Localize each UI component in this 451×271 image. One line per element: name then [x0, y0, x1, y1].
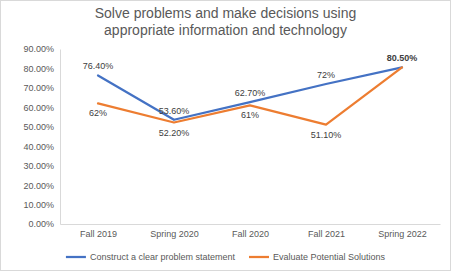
x-axis-line: [61, 224, 441, 225]
x-tick: Fall 2021: [308, 224, 345, 239]
series-line: [98, 67, 402, 119]
x-tick: Fall 2020: [232, 224, 269, 239]
x-tick: Spring 2020: [150, 224, 199, 239]
data-label: 52.20%: [159, 128, 190, 138]
y-tick: 60.00%: [23, 103, 60, 113]
y-tick: 70.00%: [23, 83, 60, 93]
legend-swatch: [249, 256, 269, 258]
x-tick-label: Fall 2019: [80, 229, 117, 239]
legend-label: Evaluate Potential Solutions: [273, 252, 386, 262]
y-tick: 30.00%: [23, 161, 60, 171]
y-tick: 10.00%: [23, 200, 60, 210]
data-label: 72%: [317, 70, 335, 80]
x-tick: Fall 2019: [80, 224, 117, 239]
y-tick-label: 70.00%: [23, 83, 54, 93]
title-line: Solve problems and make decisions using: [95, 5, 356, 21]
legend: Construct a clear problem statement Evalu…: [66, 252, 386, 262]
title-line: appropriate information and technology: [104, 22, 347, 38]
legend-item: Construct a clear problem statement: [66, 252, 236, 262]
x-tick-label: Fall 2021: [308, 229, 345, 239]
legend-swatch: [66, 256, 86, 258]
y-tick: 0.00%: [28, 219, 60, 229]
y-tick-label: 30.00%: [23, 161, 54, 171]
chart-frame: [1, 1, 451, 271]
data-label: 80.50%: [387, 53, 418, 63]
plot-area: [98, 67, 402, 124]
series-line: [98, 67, 402, 124]
x-axis: Fall 2019 Spring 2020 Fall 2020 Fall 2021 Sp…: [61, 224, 441, 239]
data-label: 62.70%: [235, 88, 266, 98]
data-labels: 76.40% 53.60% 62.70% 72% 80.50% 62% 52.20% 61% 5…: [83, 53, 418, 139]
legend-label: Construct a clear problem statement: [90, 252, 236, 262]
y-tick: 50.00%: [23, 122, 60, 132]
y-tick-label: 90.00%: [23, 44, 54, 54]
data-label: 76.40%: [83, 61, 114, 71]
y-tick-label: 20.00%: [23, 180, 54, 190]
data-label: 62%: [89, 108, 107, 118]
y-tick-label: 40.00%: [23, 142, 54, 152]
y-tick-label: 50.00%: [23, 122, 54, 132]
y-tick: 20.00%: [23, 180, 60, 190]
x-tick-label: Spring 2020: [150, 229, 199, 239]
y-axis-line: [60, 50, 61, 225]
y-axis: 0.00% 10.00% 20.00% 30.00% 40.00% 50.00% 60.00…: [23, 44, 60, 229]
y-tick: 90.00%: [23, 44, 60, 54]
y-tick-label: 60.00%: [23, 103, 54, 113]
y-tick: 80.00%: [23, 64, 60, 74]
chart: Solve problems and make decisions usinga…: [0, 0, 451, 271]
title: Solve problems and make decisions usinga…: [95, 5, 356, 38]
x-tick: Spring 2022: [378, 224, 427, 239]
legend-item: Evaluate Potential Solutions: [249, 252, 386, 262]
x-tick-label: Fall 2020: [232, 229, 269, 239]
y-tick-label: 80.00%: [23, 64, 54, 74]
data-label: 61%: [241, 110, 259, 120]
y-tick: 40.00%: [23, 142, 60, 152]
y-tick-label: 10.00%: [23, 200, 54, 210]
x-tick-label: Spring 2022: [378, 229, 427, 239]
data-label: 53.60%: [159, 106, 190, 116]
data-label: 51.10%: [311, 130, 342, 140]
y-tick-label: 0.00%: [28, 219, 54, 229]
